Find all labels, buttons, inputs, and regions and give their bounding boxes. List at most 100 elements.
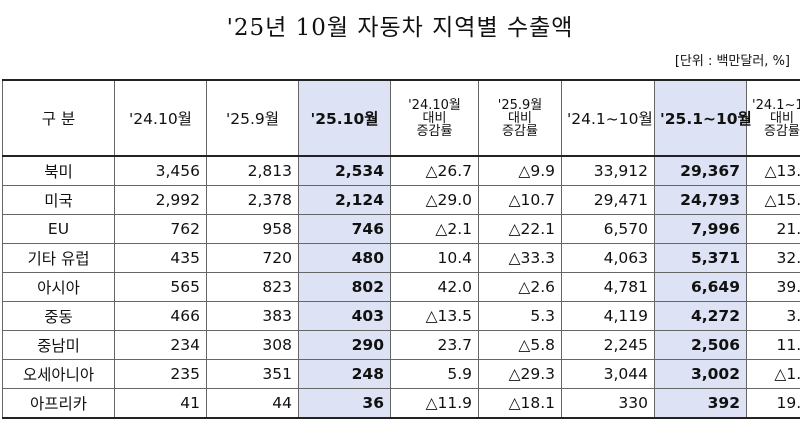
value-cell: 802 — [298, 272, 391, 302]
value-cell: △33.3 — [478, 243, 562, 273]
page-title: '25년 10월 자동차 지역별 수출액 — [226, 15, 574, 41]
hdr-line: 증감률 — [416, 123, 453, 139]
value-cell: 5.9 — [390, 359, 479, 389]
value-cell: 308 — [206, 330, 299, 360]
value-cell: △22.1 — [478, 214, 562, 244]
value-cell: 720 — [206, 243, 299, 273]
value-cell: △13.4 — [746, 155, 800, 186]
value-cell: 5.3 — [478, 301, 562, 331]
col-header-259: '25.9월 — [206, 79, 299, 157]
value-cell: 2,813 — [206, 155, 299, 186]
value-cell: 823 — [206, 272, 299, 302]
col-header-24ytd: '24.1~10월 — [561, 79, 655, 157]
value-cell: △2.6 — [478, 272, 562, 302]
unit-label: [단위 : 백만달러, %] — [674, 54, 790, 69]
region-cell: 중동 — [2, 301, 115, 331]
value-cell: 565 — [114, 272, 207, 302]
value-cell: △15.9 — [746, 185, 800, 215]
region-cell: 북미 — [2, 155, 115, 186]
col-header-2510: '25.10월 — [298, 79, 391, 157]
table-row: 북미 3,456 2,813 2,534 △26.7 △9.9 33,912 29,367 △1… — [2, 155, 800, 186]
value-cell: 2,245 — [561, 330, 655, 360]
value-cell: △9.9 — [478, 155, 562, 186]
value-cell: △11.9 — [390, 388, 479, 419]
value-cell: 4,272 — [654, 301, 747, 331]
value-cell: 32.2 — [746, 243, 800, 273]
value-cell: 403 — [298, 301, 391, 331]
region-cell: 중남미 — [2, 330, 115, 360]
value-cell: 5,371 — [654, 243, 747, 273]
hdr-line: '24.1~10월 — [752, 97, 800, 113]
hdr-line: 증감률 — [502, 123, 538, 139]
value-cell: 383 — [206, 301, 299, 331]
value-cell: 7,996 — [654, 214, 747, 244]
value-cell: △10.7 — [478, 185, 562, 215]
value-cell: △29.3 — [478, 359, 562, 389]
value-cell: 33,912 — [561, 155, 655, 186]
value-cell: △18.1 — [478, 388, 562, 419]
export-table: 구 분 '24.10월 '25.9월 '25.10월 '24.10월 대비 증감… — [2, 79, 800, 419]
region-cell: 미국 — [2, 185, 115, 215]
region-cell: 오세아니아 — [2, 359, 115, 389]
value-cell: 3,002 — [654, 359, 747, 389]
hdr-line: 대비 — [770, 110, 794, 126]
value-cell: 248 — [298, 359, 391, 389]
col-header-2410: '24.10월 — [114, 79, 207, 157]
value-cell: △26.7 — [390, 155, 479, 186]
value-cell: 39.1 — [746, 272, 800, 302]
value-cell: △2.1 — [390, 214, 479, 244]
value-cell: 6,570 — [561, 214, 655, 244]
value-cell: △29.0 — [390, 185, 479, 215]
value-cell: 36 — [298, 388, 391, 419]
value-cell: 480 — [298, 243, 391, 273]
value-cell: 29,367 — [654, 155, 747, 186]
value-cell: 3,044 — [561, 359, 655, 389]
table-header-row: 구 분 '24.10월 '25.9월 '25.10월 '24.10월 대비 증감… — [2, 79, 800, 157]
value-cell: 44 — [206, 388, 299, 419]
col-header-ytd-change: '24.1~10월 대비 증감률 — [746, 79, 800, 157]
region-cell: 아시아 — [2, 272, 115, 302]
value-cell: 41 — [114, 388, 207, 419]
value-cell: 4,119 — [561, 301, 655, 331]
hdr-line: 대비 — [422, 110, 447, 126]
table-row: 미국 2,992 2,378 2,124 △29.0 △10.7 29,471 24,793 △… — [2, 185, 800, 215]
col-header-yoy: '24.10월 대비 증감률 — [390, 79, 479, 157]
value-cell: 958 — [206, 214, 299, 244]
value-cell: 2,534 — [298, 155, 391, 186]
value-cell: 392 — [654, 388, 747, 419]
value-cell: 11.6 — [746, 330, 800, 360]
value-cell: 2,992 — [114, 185, 207, 215]
value-cell: 2,124 — [298, 185, 391, 215]
value-cell: 24,793 — [654, 185, 747, 215]
value-cell: 3.7 — [746, 301, 800, 331]
hdr-line: '25.9월 — [497, 97, 543, 113]
region-cell: 아프리카 — [2, 388, 115, 419]
value-cell: 2,378 — [206, 185, 299, 215]
value-cell: 234 — [114, 330, 207, 360]
hdr-line: 대비 — [508, 110, 532, 126]
value-cell: △5.8 — [478, 330, 562, 360]
value-cell: 42.0 — [390, 272, 479, 302]
col-header-25ytd: '25.1~10월 — [654, 79, 752, 157]
col-header-category: 구 분 — [2, 79, 115, 157]
value-cell: 23.7 — [390, 330, 479, 360]
value-cell: 351 — [206, 359, 299, 389]
value-cell: 746 — [298, 214, 391, 244]
value-cell: 330 — [561, 388, 655, 419]
value-cell: 6,649 — [654, 272, 747, 302]
value-cell: 21.7 — [746, 214, 800, 244]
value-cell: 4,063 — [561, 243, 655, 273]
value-cell: 435 — [114, 243, 207, 273]
value-cell: 19.0 — [746, 388, 800, 419]
value-cell: 2,506 — [654, 330, 747, 360]
value-cell: 3,456 — [114, 155, 207, 186]
hdr-line: 증감률 — [764, 123, 800, 139]
region-cell: 기타 유럽 — [2, 243, 115, 273]
hdr-line: '24.10월 — [408, 97, 461, 113]
